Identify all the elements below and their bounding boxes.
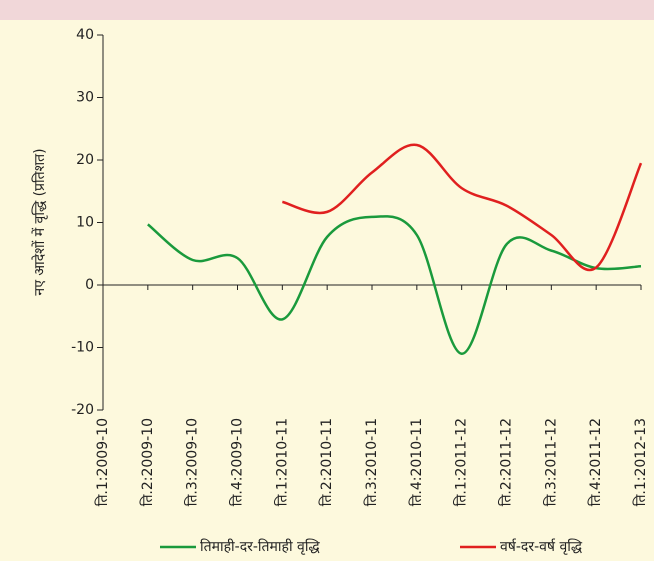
y-tick-label: 10	[76, 215, 94, 231]
x-tick-label: ति.4:2011-12	[587, 418, 604, 506]
y-tick-label: 30	[76, 90, 94, 106]
y-tick-label: 20	[76, 152, 94, 168]
legend-label: तिमाही-दर-तिमाही वृद्धि	[200, 538, 320, 555]
y-tick-label: -10	[71, 340, 94, 356]
x-tick-label: ति.2:2011-12	[498, 418, 515, 506]
x-tick-label: ति.1:2012-13	[632, 418, 649, 506]
x-tick-label: ति.1:2009-10	[94, 418, 111, 506]
x-tick-label: ति.1:2010-11	[273, 418, 290, 506]
y-axis-label: नए आदेशों में वृद्धि (प्रतिशत)	[31, 148, 48, 295]
x-tick-label: ति.4:2009-10	[229, 418, 246, 506]
series-line	[147, 215, 642, 355]
series-line	[281, 143, 643, 272]
x-tick-label: ति.3:2009-10	[184, 418, 201, 506]
x-tick-label: ति.4:2010-11	[408, 418, 425, 506]
header-band	[0, 0, 654, 20]
y-tick-label: 40	[76, 27, 94, 43]
x-tick-label: ति.3:2010-11	[363, 418, 380, 506]
x-tick-label: ति.2:2009-10	[139, 418, 156, 506]
x-tick-label: ति.3:2011-12	[542, 418, 559, 506]
y-tick-label: -20	[71, 402, 94, 418]
x-tick-label: ति.2:2010-11	[318, 418, 335, 506]
x-tick-label: ति.1:2011-12	[453, 418, 470, 506]
y-tick-label: 0	[85, 277, 94, 293]
legend-label: वर्ष-दर-वर्ष वृद्धि	[500, 538, 583, 555]
